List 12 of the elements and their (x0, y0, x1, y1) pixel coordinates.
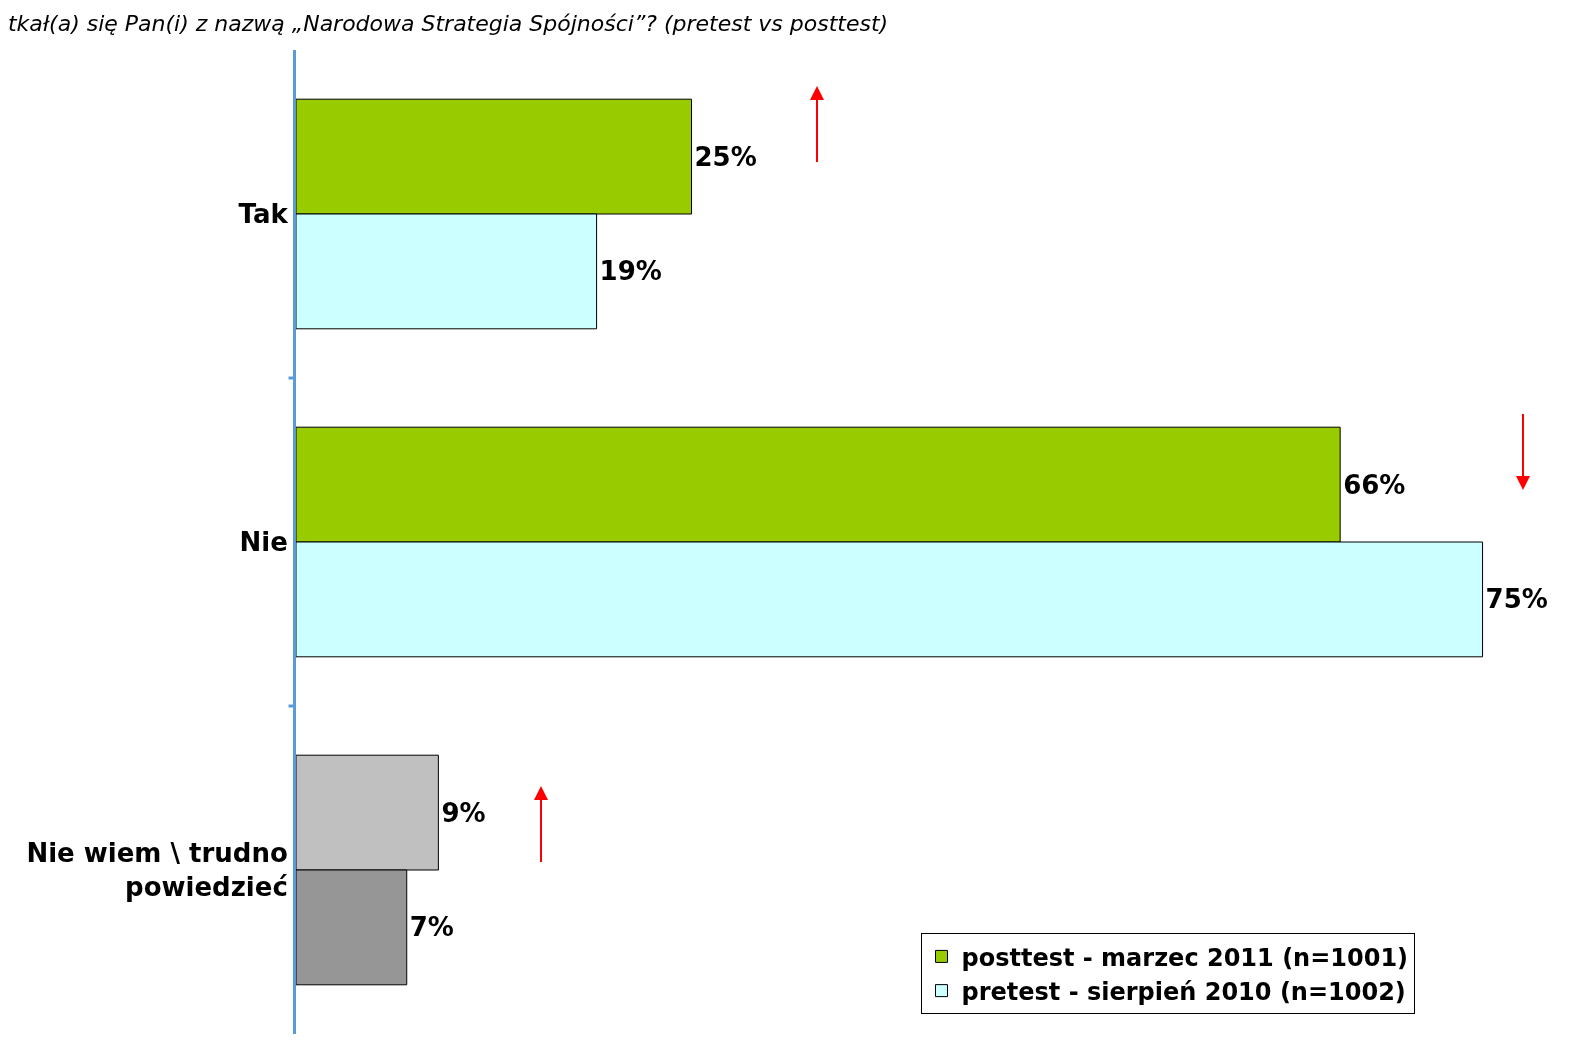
legend-label: pretest - sierpień 2010 (n=1002) (961, 977, 1406, 1006)
data-label: 7% (409, 912, 454, 943)
data-label: 75% (1485, 584, 1548, 615)
data-label: 66% (1343, 469, 1406, 500)
y-tick-label: Tak (238, 199, 289, 230)
data-label: 25% (694, 141, 757, 172)
data-label: 19% (599, 256, 662, 287)
chart-title: tkał(a) się Pan(i) z nazwą „Narodowa Strategia Spójności”? (pretest vs posttest) (7, 11, 889, 37)
legend-label: posttest - marzec 2011 (n=1001) (961, 943, 1409, 972)
y-tick-label: Nie wiem \ trudno powiedzieć (26, 838, 288, 902)
y-tick-label: Nie (239, 527, 288, 558)
data-label: 9% (441, 797, 486, 828)
